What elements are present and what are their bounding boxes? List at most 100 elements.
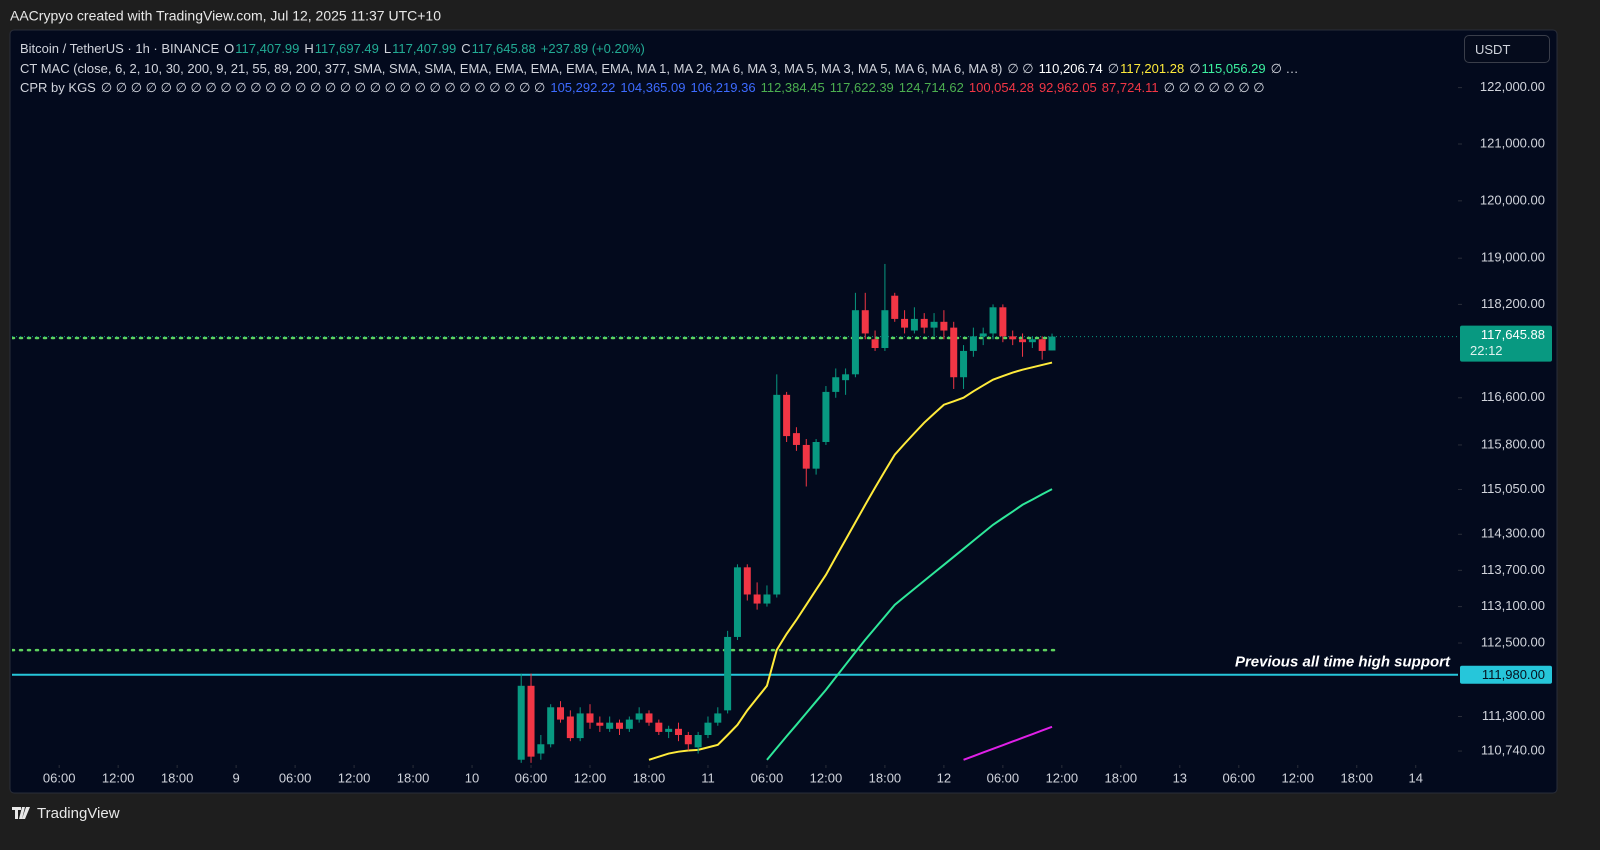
legend-item: ∅ … bbox=[1270, 60, 1299, 76]
legend-row: Bitcoin / TetherUS · 1h · BINANCE O117,40… bbox=[20, 39, 1304, 59]
support-label: 111,980.00 bbox=[1482, 667, 1545, 682]
legend-item: ∅ ∅ bbox=[1007, 60, 1034, 76]
y-tick-label: 112,500.00 bbox=[1481, 634, 1545, 649]
candle-body bbox=[733, 567, 741, 637]
x-tick-label: 18:00 bbox=[869, 770, 902, 785]
y-tick-label: 110,740.00 bbox=[1481, 743, 1545, 758]
legend-item: 117,645.88 bbox=[471, 41, 536, 56]
candle-body bbox=[753, 594, 761, 604]
legend-item: 110,206.74 bbox=[1038, 60, 1103, 76]
legend-item: 105,292.22 bbox=[550, 80, 616, 95]
x-tick-label: 14 bbox=[1408, 770, 1422, 785]
legend-item: 117,697.49 bbox=[314, 41, 379, 56]
candle-body bbox=[930, 321, 938, 328]
x-tick-label: 06:00 bbox=[515, 770, 548, 785]
candle-body bbox=[684, 734, 692, 745]
legend-item: 124,714.62 bbox=[898, 80, 964, 95]
x-tick-label: 18:00 bbox=[1105, 770, 1138, 785]
candle-body bbox=[773, 394, 781, 595]
ma-line bbox=[766, 488, 1053, 761]
candle-body bbox=[822, 391, 830, 442]
legend: Bitcoin / TetherUS · 1h · BINANCE O117,40… bbox=[20, 39, 1304, 98]
x-tick-label: 10 bbox=[465, 770, 479, 785]
ma-line bbox=[963, 725, 1053, 761]
y-tick-label: 114,300.00 bbox=[1481, 526, 1545, 541]
top-bar bbox=[0, 0, 1600, 30]
x-tick-label: 12 bbox=[937, 770, 951, 785]
y-tick-label: 119,000.00 bbox=[1481, 250, 1545, 265]
legend-item: CT MAC (close, 6, 2, 10, 30, 200, 9, 21,… bbox=[20, 60, 1003, 76]
candle-body bbox=[1038, 339, 1046, 351]
candle-body bbox=[586, 713, 594, 723]
legend-item: 87,724.11 bbox=[1101, 80, 1159, 95]
candle-body bbox=[979, 333, 987, 337]
y-tick-label: 113,100.00 bbox=[1481, 598, 1545, 613]
x-tick-label: 18:00 bbox=[633, 770, 666, 785]
candle-body bbox=[1019, 339, 1027, 343]
candle-body bbox=[625, 719, 633, 729]
x-tick-label: 12:00 bbox=[338, 770, 371, 785]
brand-logo bbox=[12, 807, 30, 819]
x-tick-label: 12:00 bbox=[1046, 770, 1079, 785]
y-tick-label: 121,000.00 bbox=[1480, 135, 1545, 150]
y-tick-label: 118,200.00 bbox=[1481, 296, 1545, 311]
legend-item: ∅ bbox=[1189, 60, 1201, 76]
candle-body bbox=[714, 713, 722, 723]
candle-body bbox=[812, 441, 820, 469]
legend-item: +237.89 (+0.20%) bbox=[540, 41, 645, 56]
candle-body bbox=[674, 728, 682, 735]
candle-body bbox=[763, 594, 771, 604]
countdown: 22:12 bbox=[1470, 343, 1503, 358]
legend-item: ∅ ∅ ∅ ∅ ∅ ∅ ∅ ∅ ∅ ∅ ∅ ∅ ∅ ∅ ∅ ∅ ∅ ∅ ∅ ∅ … bbox=[100, 80, 546, 95]
legend-item: ∅ ∅ ∅ ∅ ∅ ∅ ∅ bbox=[1163, 80, 1265, 95]
candle-body bbox=[527, 685, 535, 757]
candle-body bbox=[704, 722, 712, 735]
x-tick-label: 06:00 bbox=[1223, 770, 1256, 785]
candle-body bbox=[861, 310, 869, 334]
currency-button[interactable]: USDT bbox=[1464, 35, 1550, 63]
candle-body bbox=[537, 744, 545, 754]
candle-body bbox=[832, 377, 840, 392]
candle-body bbox=[783, 394, 791, 437]
candle-body bbox=[576, 713, 584, 739]
legend-item: H bbox=[304, 41, 314, 56]
x-tick-label: 06:00 bbox=[987, 770, 1020, 785]
x-tick-label: 06:00 bbox=[751, 770, 784, 785]
legend-item: 117,407.99 bbox=[235, 41, 300, 56]
legend-item: C bbox=[461, 41, 471, 56]
legend-row: CPR by KGS ∅ ∅ ∅ ∅ ∅ ∅ ∅ ∅ ∅ ∅ ∅ ∅ ∅ ∅ ∅ … bbox=[20, 78, 1304, 98]
x-tick-label: 13 bbox=[1173, 770, 1187, 785]
legend-item: 117,407.99 bbox=[392, 41, 457, 56]
candle-body bbox=[1028, 339, 1036, 343]
candle-body bbox=[950, 327, 958, 378]
brand: TradingView bbox=[37, 805, 120, 822]
y-tick-label: 116,600.00 bbox=[1481, 389, 1545, 404]
candle-body bbox=[615, 722, 623, 729]
candle-body bbox=[694, 734, 702, 748]
legend-item: 112,384.45 bbox=[760, 80, 825, 95]
credit: AACrypyo created with TradingView.com, J… bbox=[10, 8, 441, 24]
candle-body bbox=[724, 636, 732, 711]
legend-item: Bitcoin / TetherUS · 1h · BINANCE bbox=[20, 41, 220, 56]
candle-body bbox=[635, 713, 643, 720]
candle-body bbox=[743, 567, 751, 595]
legend-item: 117,201.28 bbox=[1120, 60, 1185, 76]
candle-body bbox=[792, 433, 800, 445]
candle-body bbox=[969, 336, 977, 351]
legend-item: O bbox=[224, 41, 235, 56]
x-tick-label: 12:00 bbox=[1281, 770, 1314, 785]
candle-body bbox=[910, 318, 918, 331]
legend-item: 115,056.29 bbox=[1201, 60, 1266, 76]
candle-body bbox=[596, 722, 604, 726]
legend-item: ∅ bbox=[1107, 60, 1120, 76]
candle-body bbox=[606, 722, 614, 729]
candle-body bbox=[940, 321, 948, 331]
candle-body bbox=[645, 713, 653, 723]
candle-body bbox=[547, 707, 555, 745]
y-tick-label: 120,000.00 bbox=[1480, 192, 1545, 207]
plot bbox=[12, 263, 1458, 763]
x-tick-label: 11 bbox=[701, 770, 715, 785]
candle-body bbox=[842, 374, 850, 381]
